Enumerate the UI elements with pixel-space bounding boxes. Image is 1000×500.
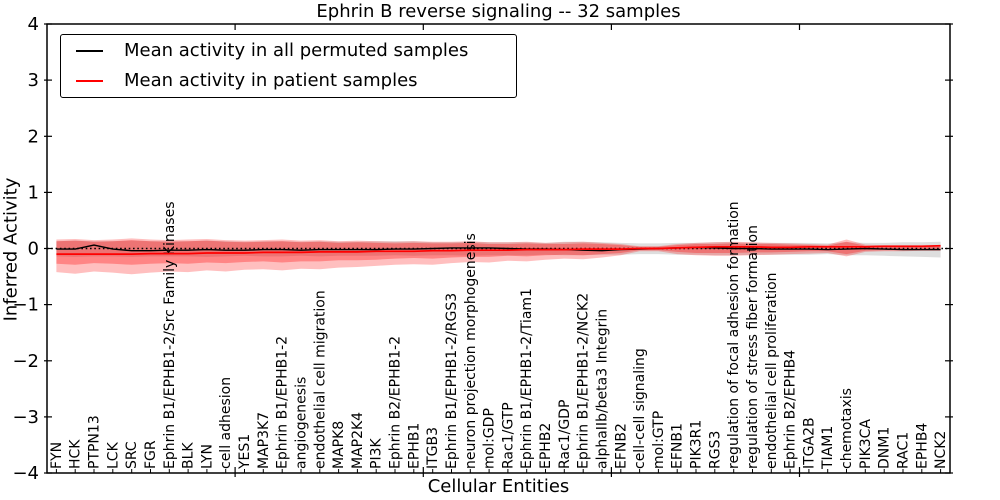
- x-category-label: cell adhesion: [218, 377, 234, 469]
- x-category-label: RGS3: [707, 431, 723, 469]
- x-category-label: cell-cell signaling: [632, 348, 648, 469]
- x-category-label: ITGB3: [425, 427, 441, 469]
- y-axis-label: Inferred Activity: [0, 177, 22, 322]
- x-category-label: YES1: [237, 434, 253, 470]
- legend-line-swatch-black: [76, 50, 103, 52]
- x-category-label: PIK3CA: [858, 419, 874, 469]
- legend-label: Mean activity in all permuted samples: [124, 40, 469, 61]
- x-category-label: Ephrin B1/EPHB1-2/Src Family Kinases: [162, 201, 178, 469]
- x-category-label: Rac1/GTP: [500, 402, 516, 469]
- y-tick-label: 3: [28, 70, 39, 91]
- x-category-label: regulation of focal adhesion formation: [726, 201, 742, 469]
- x-category-label: ITGA2B: [801, 417, 817, 469]
- x-category-label: FYN: [49, 442, 65, 469]
- x-category-label: mol:GDP: [482, 408, 498, 469]
- x-category-label: Ephrin B1/EPHB1-2: [275, 336, 291, 469]
- permuted-range-band: [56, 240, 941, 258]
- y-tick-label: −2: [12, 351, 39, 372]
- x-category-label: endothelial cell proliferation: [764, 272, 780, 469]
- x-category-label: PIK3R1: [689, 420, 705, 469]
- x-category-label: MAP2K4: [350, 412, 366, 469]
- series-line: [56, 244, 941, 255]
- x-category-label: regulation of stress fiber formation: [745, 225, 761, 469]
- x-category-label: TIAM1: [820, 426, 836, 470]
- x-axis-label: Cellular Entities: [427, 476, 570, 497]
- y-tick-label: 1: [28, 182, 39, 203]
- legend: Mean activity in all permuted samples Me…: [60, 34, 517, 98]
- x-category-label: RAC1: [896, 432, 912, 469]
- x-category-label: MAPK8: [331, 421, 347, 469]
- x-category-label: chemotaxis: [839, 388, 855, 469]
- legend-entry-permuted: Mean activity in all permuted samples: [61, 37, 516, 65]
- x-category-label: PI3K: [369, 438, 385, 469]
- x-category-label: DNM1: [877, 427, 893, 469]
- legend-entry-patient: Mean activity in patient samples: [61, 67, 516, 95]
- y-tick-label: 0: [28, 239, 39, 260]
- axes-spines: [46, 23, 951, 474]
- series-line: [56, 244, 941, 252]
- x-category-label: BLK: [181, 442, 197, 469]
- x-category-label: PTPN13: [87, 415, 103, 469]
- x-category-label: MAP3K7: [256, 412, 272, 469]
- x-category-label: LCK: [105, 441, 121, 469]
- x-category-label: NCK2: [933, 431, 949, 469]
- x-category-label: endothelial cell migration: [312, 290, 328, 469]
- x-category-label: LYN: [199, 444, 215, 469]
- x-category-label: mol:GTP: [651, 411, 667, 469]
- x-category-label: Ephrin B1/EPHB1-2/RGS3: [444, 293, 460, 469]
- x-category-label: EFNB1: [670, 423, 686, 469]
- x-category-label: EPHB4: [914, 423, 930, 469]
- x-category-label: alphaIIb/beta3 Integrin: [595, 309, 611, 469]
- x-category-label: Rac1/GDP: [557, 400, 573, 469]
- y-tick-label: −4: [12, 463, 39, 484]
- legend-label: Mean activity in patient samples: [124, 70, 418, 91]
- x-category-label: Ephrin B2/EPHB1-2: [388, 336, 404, 469]
- y-tick-label: 4: [28, 14, 39, 35]
- x-category-label: HCK: [68, 439, 84, 469]
- x-category-label: Ephrin B2/EPHB4: [783, 350, 799, 469]
- x-category-label: EPHB2: [538, 423, 554, 469]
- y-tick-label: −1: [12, 295, 39, 316]
- x-category-label: Ephrin B1/EPHB1-2/Tiam1: [519, 288, 535, 469]
- x-category-label: EPHB1: [406, 423, 422, 469]
- x-category-label: angiogenesis: [294, 377, 310, 469]
- x-category-label: EFNB2: [613, 423, 629, 469]
- x-category-label: neuron projection morphogenesis: [463, 233, 479, 469]
- x-category-label: FGR: [143, 440, 159, 469]
- y-tick-label: 2: [28, 126, 39, 147]
- legend-line-swatch-red: [76, 80, 103, 82]
- x-category-label: Ephrin B1/EPHB1-2/NCK2: [576, 293, 592, 469]
- x-category-label: SRC: [124, 441, 140, 469]
- y-tick-label: −3: [12, 407, 39, 428]
- chart-title: Ephrin B reverse signaling -- 32 samples: [316, 1, 681, 22]
